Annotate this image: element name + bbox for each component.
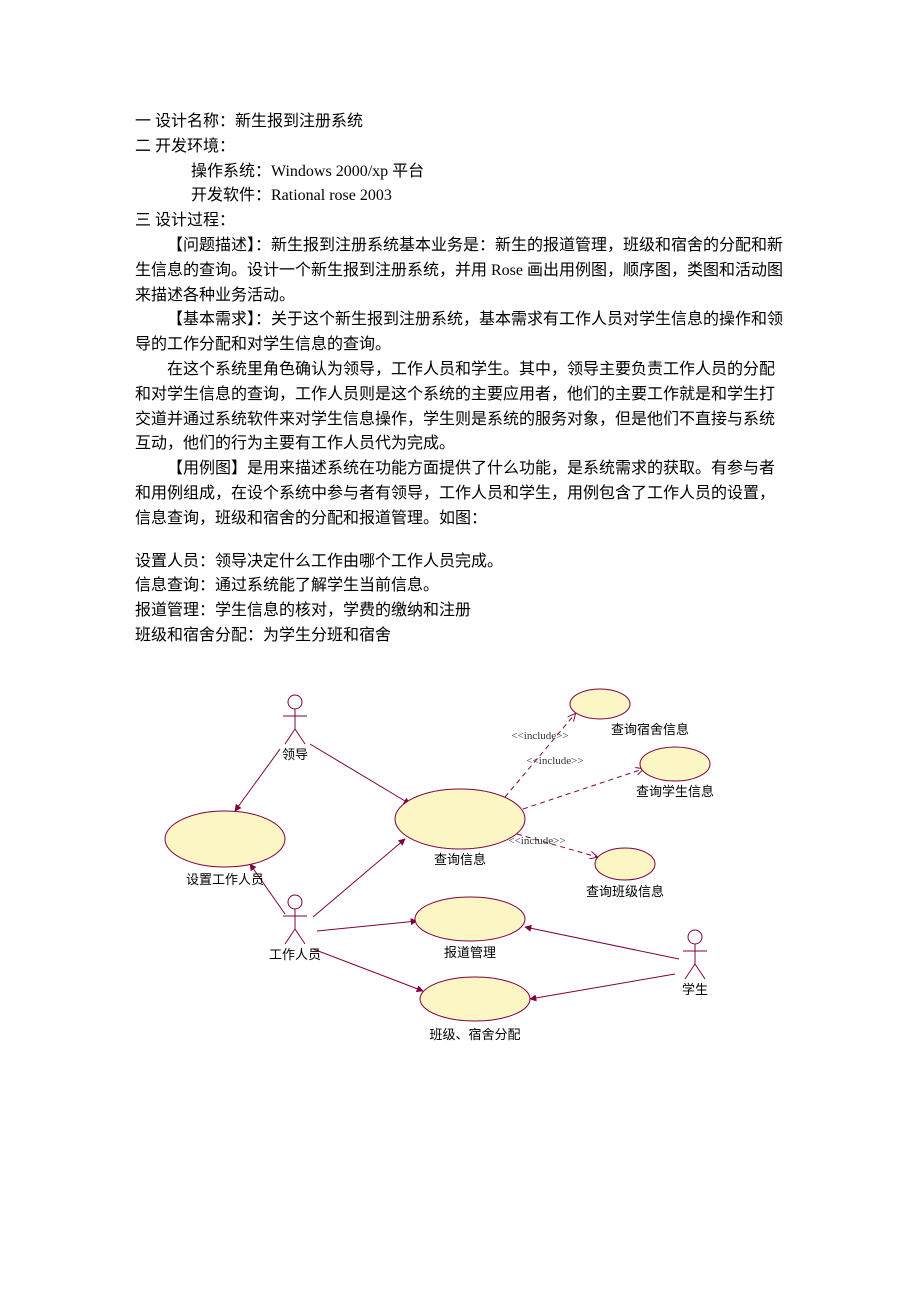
usecase-label: 查询班级信息: [586, 884, 664, 899]
usecase-uc_assign: [420, 977, 530, 1021]
usecase-label: 设置工作人员: [186, 872, 264, 887]
usecase-uc_setstaff: [165, 811, 285, 867]
association-line: [313, 949, 423, 991]
env-os: 操作系统：Windows 2000/xp 平台: [135, 160, 785, 185]
association-line: [235, 749, 280, 811]
heading-design-name: 一 设计名称：新生报到注册系统: [135, 110, 785, 135]
include-label: <<include>>: [526, 755, 583, 767]
association-line: [525, 927, 679, 959]
heading-env: 二 开发环境：: [135, 135, 785, 160]
para-problem: 【问题描述】：新生报到注册系统基本业务是：新生的报道管理，班级和宿舍的分配和新生…: [135, 234, 785, 308]
heading-process: 三 设计过程：: [135, 209, 785, 234]
desc-class-dorm: 班级和宿舍分配：为学生分班和宿舍: [135, 624, 785, 649]
association-line: [530, 974, 675, 999]
usecase-uc_classq: [595, 848, 655, 880]
usecase-uc_report: [415, 897, 525, 941]
include-label: <<include>>: [511, 730, 568, 742]
include-line: [523, 769, 643, 809]
usecase-diagram: <<include>><<include>><<include>>设置工作人员查…: [135, 669, 785, 1069]
page: 一 设计名称：新生报到注册系统 二 开发环境： 操作系统：Windows 200…: [0, 0, 920, 1302]
usecase-uc_query: [395, 789, 525, 849]
para-basic: 【基本需求】：关于这个新生报到注册系统，基本需求有工作人员对学生信息的操作和领导…: [135, 308, 785, 358]
desc-report: 报道管理：学生信息的核对，学费的缴纳和注册: [135, 599, 785, 624]
para-usecase: 【用例图】是用来描述系统在功能方面提供了什么功能，是系统需求的获取。有参与者和用…: [135, 457, 785, 531]
actor-label: 工作人员: [269, 947, 321, 962]
usecase-label: 班级、宿舍分配: [429, 1027, 520, 1042]
desc-info-query: 信息查询：通过系统能了解学生当前信息。: [135, 574, 785, 599]
usecase-uc_studq: [640, 747, 710, 781]
association-line: [317, 921, 417, 931]
association-line: [310, 744, 410, 804]
usecase-uc_dormq: [570, 689, 630, 719]
usecase-label: 查询学生信息: [636, 784, 714, 799]
para-roles: 在这个系统里角色确认为领导，工作人员和学生。其中，领导主要负责工作人员的分配和对…: [135, 358, 785, 457]
include-label: <<include>>: [508, 835, 565, 847]
actor-staff: [283, 895, 307, 944]
desc-set-staff: 设置人员：领导决定什么工作由哪个工作人员完成。: [135, 550, 785, 575]
usecase-label: 查询信息: [434, 852, 486, 867]
actor-student: [683, 930, 707, 979]
actor-label: 学生: [682, 982, 708, 997]
usecase-label: 查询宿舍信息: [611, 722, 689, 737]
env-software: 开发软件：Rational rose 2003: [135, 184, 785, 209]
usecase-label: 报道管理: [444, 945, 496, 960]
actor-label: 领导: [282, 747, 308, 762]
association-line: [313, 839, 405, 917]
actor-leader: [283, 695, 307, 744]
